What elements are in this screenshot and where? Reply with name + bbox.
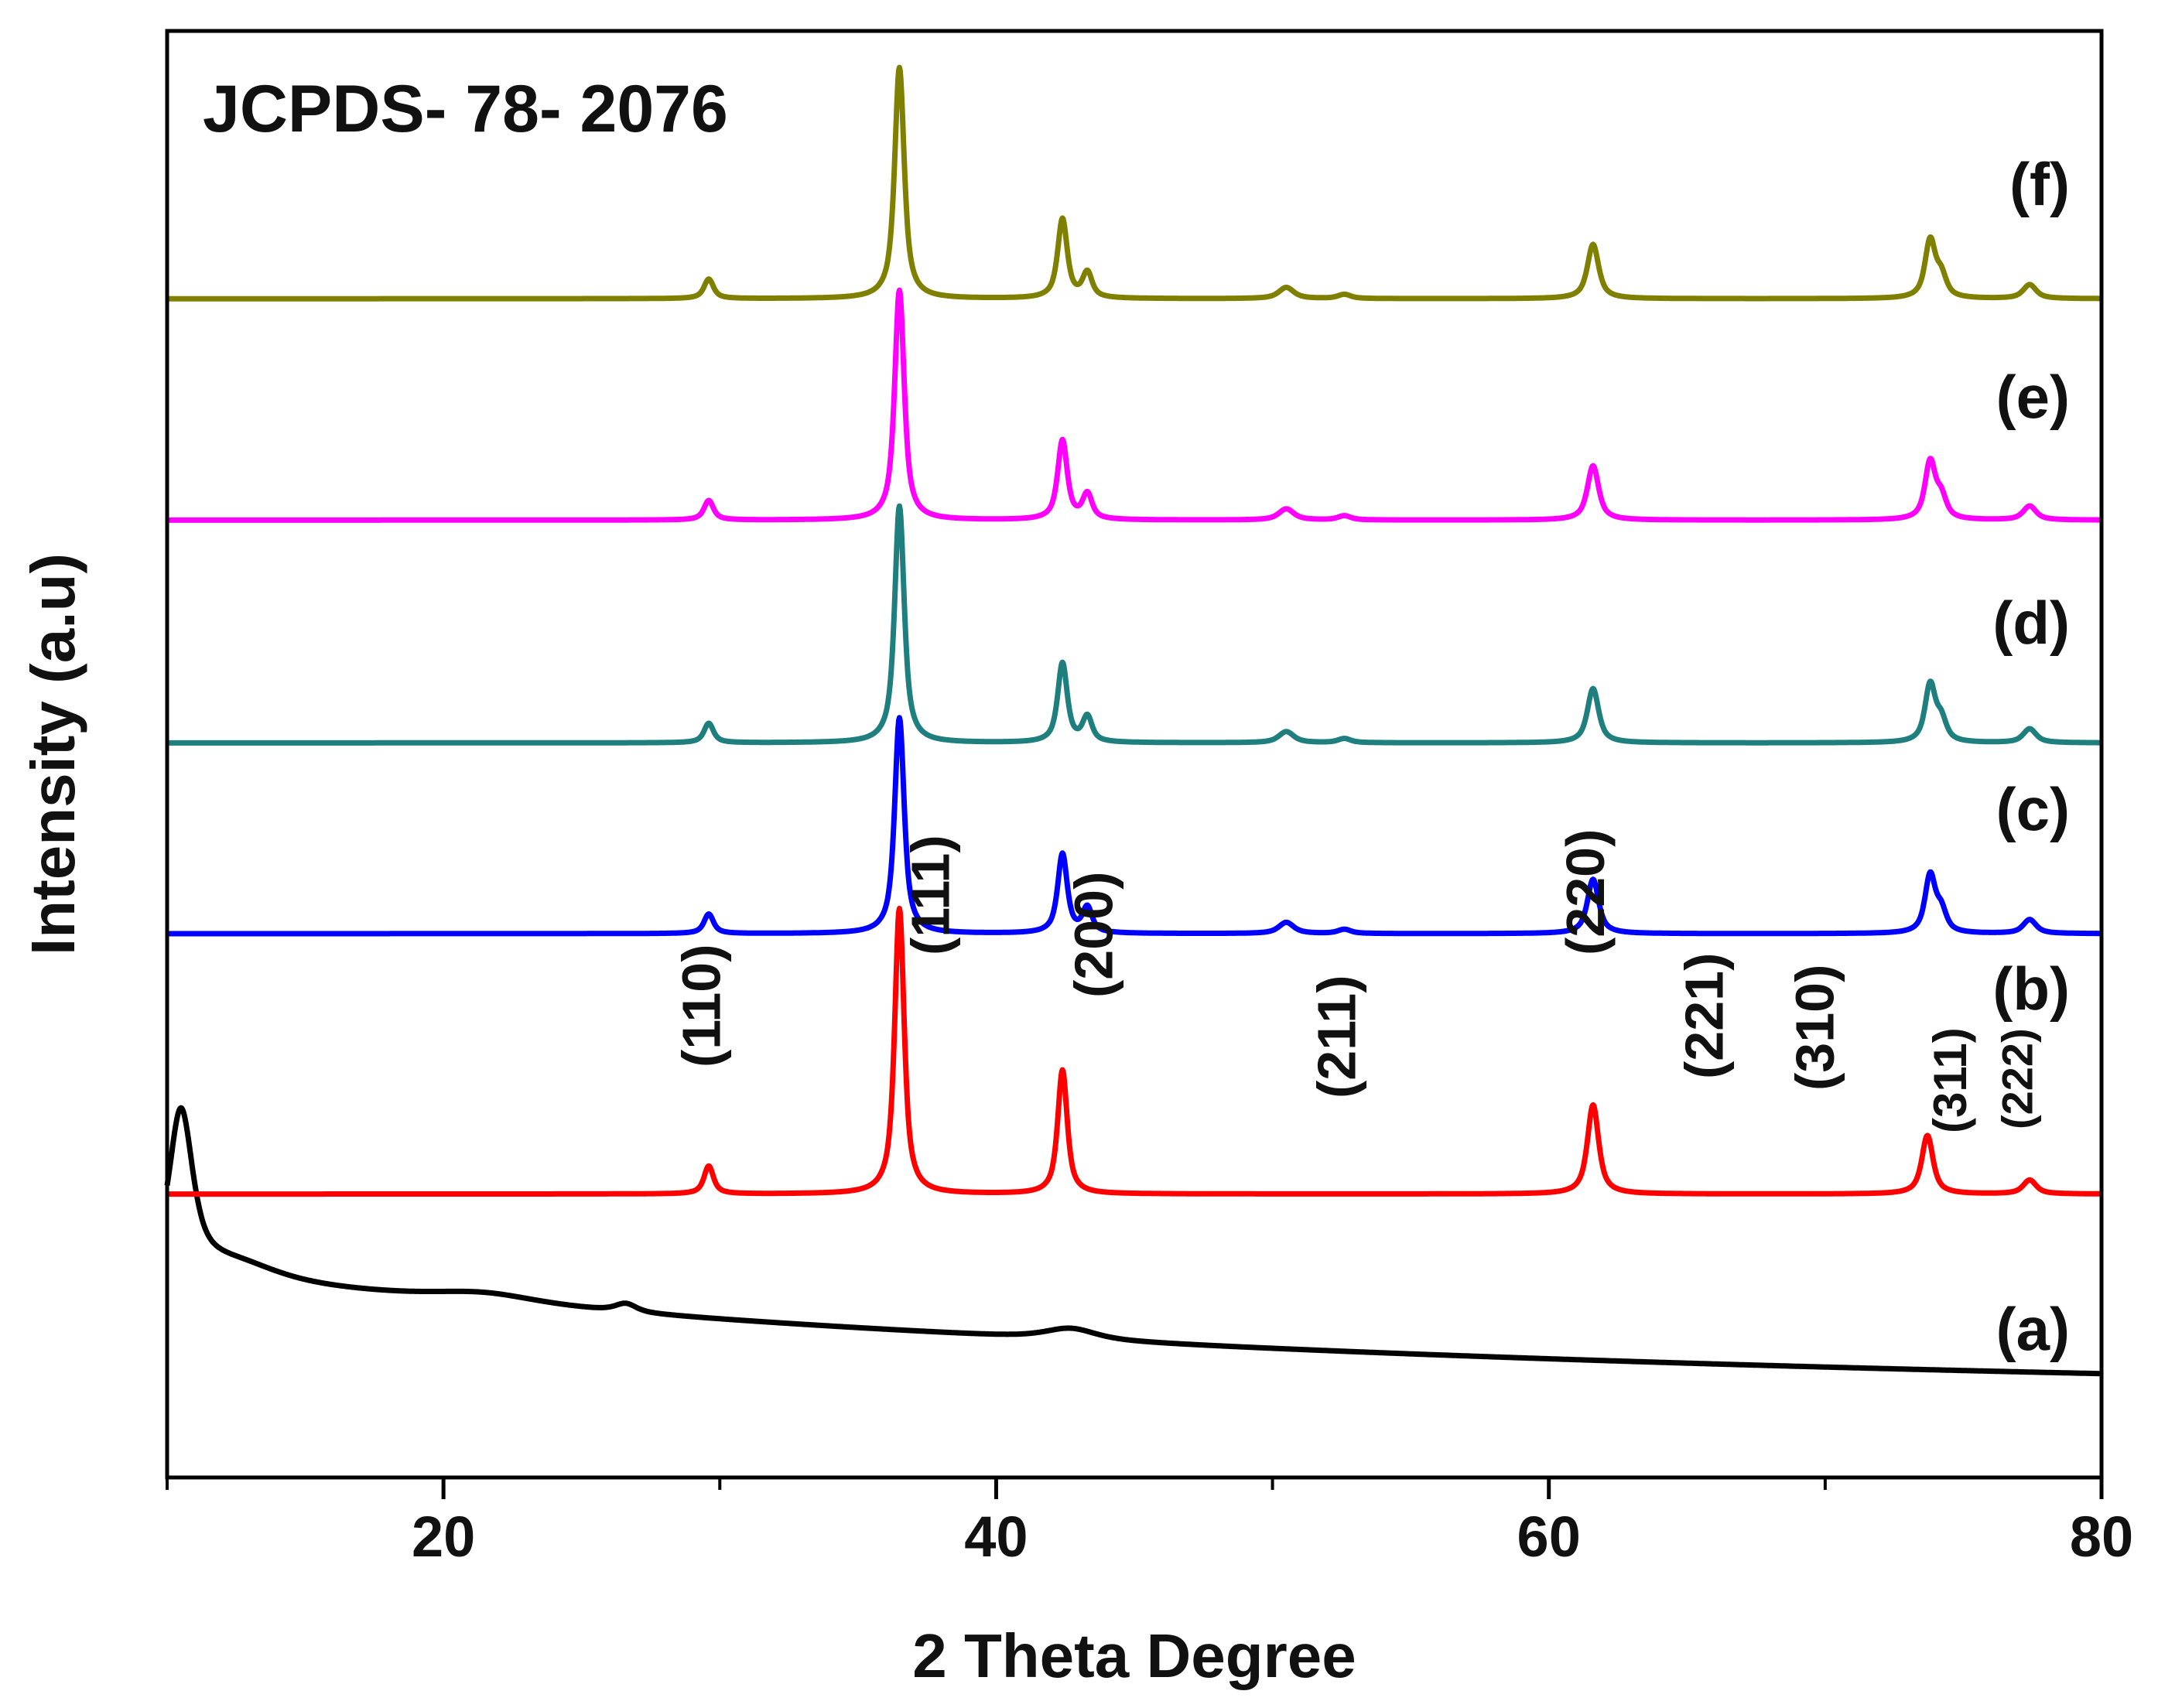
x-tick-label-80: 80 xyxy=(2070,1505,2133,1569)
series-line-b xyxy=(165,905,2104,1197)
series-label-b: (b) xyxy=(1992,955,2070,1023)
plane-label-221: (221) xyxy=(1674,953,1735,1079)
x-axis: 20 40 60 80 xyxy=(166,1477,2133,1569)
plane-label-310: (310) xyxy=(1785,965,1845,1091)
series-line-f xyxy=(165,64,2104,302)
series-label-d: (d) xyxy=(1992,589,2070,657)
series-line-c xyxy=(165,715,2104,937)
plane-label-222: (222) xyxy=(1993,1028,2042,1129)
series-label-a: (a) xyxy=(1996,1295,2070,1363)
plane-label-311: (311) xyxy=(1924,1027,1976,1133)
plane-label-111: (111) xyxy=(901,835,961,955)
plane-labels: (110) (111) (200) (211) (220) (221) (310) (311)… xyxy=(671,829,2041,1133)
plane-label-200: (200) xyxy=(1063,872,1123,998)
series-labels: (a) (b) (c) (d) (e) (f) xyxy=(1992,150,2070,1363)
series-layer xyxy=(164,64,2104,1377)
x-tick-label-20: 20 xyxy=(412,1505,475,1569)
series-label-f: (f) xyxy=(2009,150,2070,218)
series-line-d xyxy=(165,503,2104,746)
series-line-e xyxy=(165,287,2104,523)
series-label-c: (c) xyxy=(1996,775,2070,843)
jcpds-annotation: JCPDS- 78- 2076 xyxy=(203,72,728,146)
y-axis-label: Intensity (a.u) xyxy=(19,553,87,955)
series-line-a xyxy=(164,1105,2104,1377)
plane-label-220: (220) xyxy=(1555,829,1616,955)
series-label-e: (e) xyxy=(1996,363,2070,431)
plane-label-110: (110) xyxy=(671,944,731,1068)
x-axis-label: 2 Theta Degree xyxy=(912,1621,1356,1690)
plot-frame xyxy=(165,29,2104,1480)
plane-label-211: (211) xyxy=(1307,975,1367,1098)
x-tick-label-40: 40 xyxy=(964,1505,1028,1569)
x-tick-label-60: 60 xyxy=(1517,1505,1581,1569)
